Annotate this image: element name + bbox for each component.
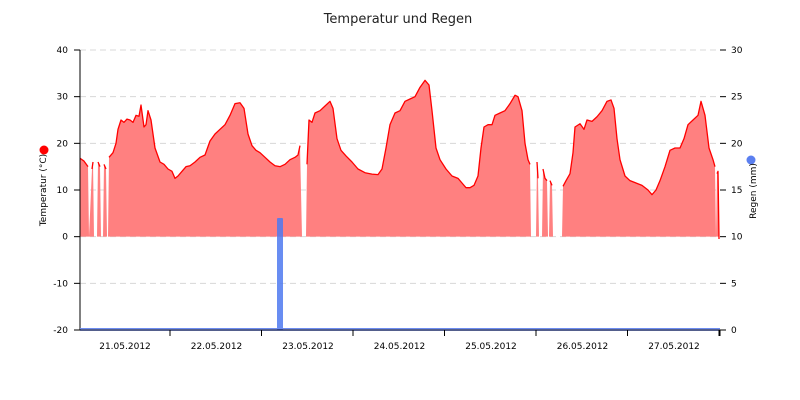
x-tick-label: 27.05.2012 <box>648 342 700 352</box>
y-axis-right-title: Regen (mm) <box>746 155 759 219</box>
temperature-area-series <box>79 79 720 240</box>
y-axis-left-title: Temperatur (°C) <box>39 145 49 227</box>
temperature-fill <box>80 80 719 239</box>
y-right-tick-label: 15 <box>731 186 742 196</box>
y-right-title-text: Regen (mm) <box>749 163 759 219</box>
y-axis-right-ticks: 30 25 20 15 10 5 0 <box>720 46 743 336</box>
y-left-tick-label: 0 <box>62 233 68 243</box>
y-left-title-text: Temperatur (°C) <box>39 154 49 227</box>
chart-title: Temperatur und Regen <box>323 12 473 27</box>
x-tick-label: 22.05.2012 <box>191 342 243 352</box>
temperature-line <box>79 79 720 240</box>
y-left-tick-label: 40 <box>57 46 69 56</box>
x-tick-label: 25.05.2012 <box>465 342 517 352</box>
y-left-tick-label: 20 <box>57 139 69 149</box>
y-right-tick-label: 25 <box>731 93 742 103</box>
y-left-tick-label: -10 <box>53 279 68 289</box>
y-left-tick-label: -20 <box>53 326 68 336</box>
rain-bar <box>277 218 283 330</box>
temperature-legend-dot <box>39 145 49 155</box>
y-right-tick-label: 5 <box>731 279 737 289</box>
x-tick-label: 26.05.2012 <box>557 342 609 352</box>
x-axis-ticks: 21.05.2012 22.05.2012 23.05.2012 24.05.2012… <box>99 330 721 352</box>
x-tick-label: 24.05.2012 <box>374 342 426 352</box>
y-left-tick-label: 30 <box>57 93 69 103</box>
rain-bar-series <box>277 218 283 330</box>
y-right-tick-label: 20 <box>731 139 743 149</box>
rain-legend-dot <box>746 155 756 165</box>
y-right-tick-label: 10 <box>731 233 743 243</box>
x-tick-label: 21.05.2012 <box>99 342 151 352</box>
y-right-tick-label: 30 <box>731 46 743 56</box>
y-axis-left-ticks: 40 30 20 10 0 -10 -20 <box>53 46 80 336</box>
y-left-tick-label: 10 <box>57 186 69 196</box>
y-right-tick-label: 0 <box>731 326 737 336</box>
x-tick-label: 23.05.2012 <box>282 342 334 352</box>
